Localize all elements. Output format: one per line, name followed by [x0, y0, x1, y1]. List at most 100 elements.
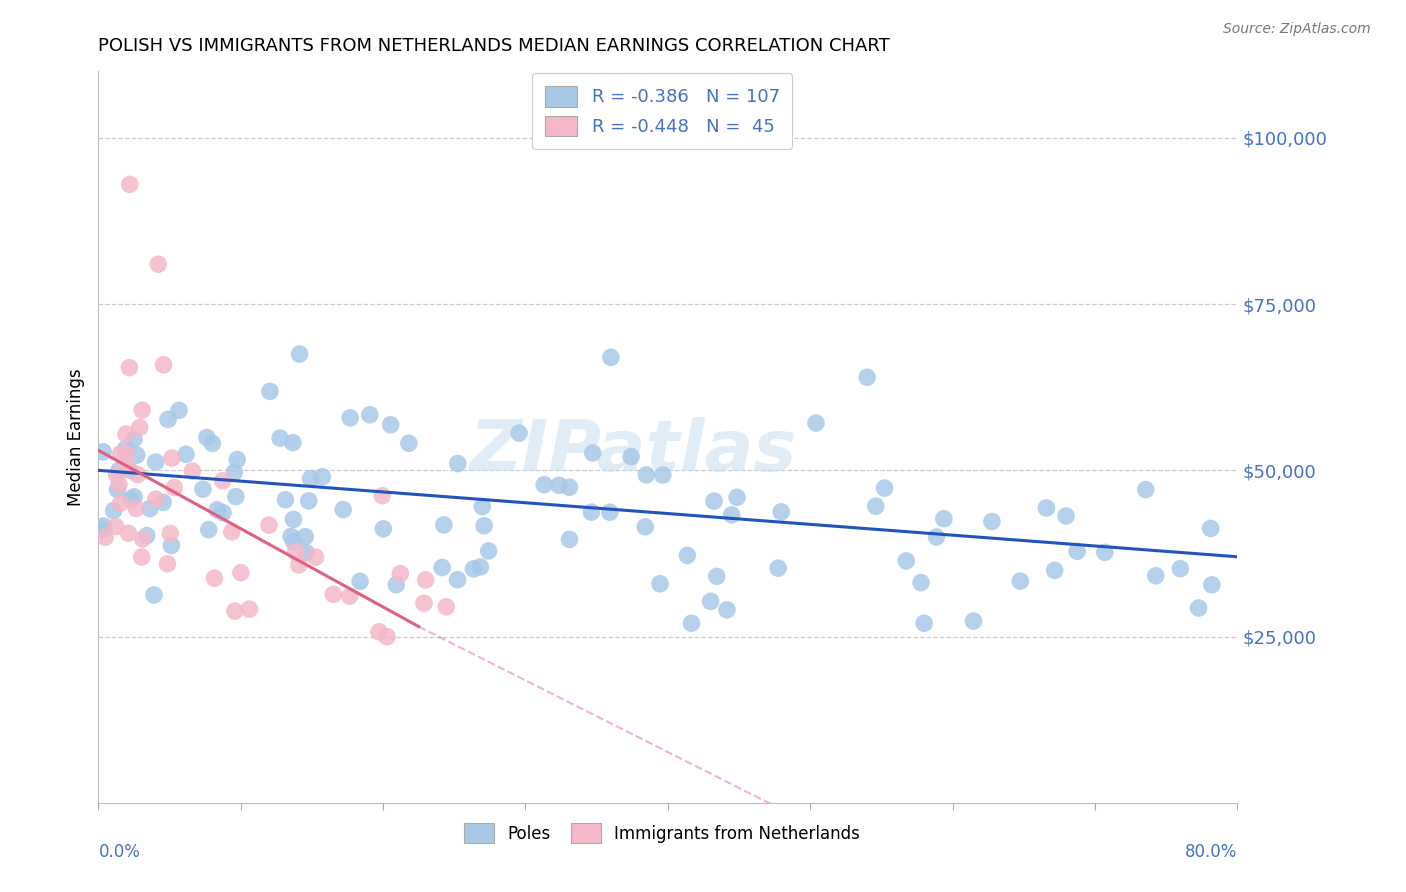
Point: [932, 512, 955, 526]
Point: [229, 566, 252, 580]
Point: [115, 427, 138, 442]
Point: [114, 442, 136, 456]
Point: [634, 520, 657, 534]
Point: [676, 549, 699, 563]
Point: [856, 370, 879, 384]
Point: [463, 562, 485, 576]
Text: Source: ZipAtlas.com: Source: ZipAtlas.com: [1223, 22, 1371, 37]
Point: [434, 599, 457, 614]
Point: [600, 351, 623, 365]
Point: [288, 347, 311, 361]
Point: [581, 505, 603, 519]
Point: [770, 505, 793, 519]
Point: [280, 529, 302, 543]
Point: [159, 526, 181, 541]
Point: [1199, 521, 1222, 535]
Point: [1043, 563, 1066, 577]
Point: [339, 410, 361, 425]
Point: [925, 530, 948, 544]
Point: [125, 448, 148, 462]
Point: [651, 468, 673, 483]
Point: [274, 492, 297, 507]
Point: [311, 469, 333, 483]
Text: 80.0%: 80.0%: [1185, 843, 1237, 861]
Point: [912, 616, 935, 631]
Point: [910, 575, 932, 590]
Point: [139, 501, 162, 516]
Point: [108, 463, 131, 477]
Point: [432, 560, 454, 574]
Point: [118, 178, 141, 192]
Point: [470, 560, 492, 574]
Point: [299, 471, 322, 485]
Point: [135, 528, 157, 542]
Point: [93, 523, 115, 537]
Point: [118, 360, 141, 375]
Point: [167, 403, 190, 417]
Point: [122, 490, 145, 504]
Point: [359, 408, 381, 422]
Point: [471, 500, 494, 514]
Point: [127, 467, 149, 482]
Point: [156, 557, 179, 571]
Y-axis label: Median Earnings: Median Earnings: [66, 368, 84, 506]
Point: [104, 519, 127, 533]
Point: [703, 494, 725, 508]
Point: [115, 447, 138, 461]
Point: [636, 467, 658, 482]
Point: [160, 538, 183, 552]
Point: [110, 447, 132, 461]
Point: [93, 519, 115, 533]
Point: [865, 499, 887, 513]
Point: [1168, 562, 1191, 576]
Point: [339, 589, 361, 603]
Point: [145, 455, 167, 469]
Point: [224, 465, 246, 479]
Point: [349, 574, 371, 589]
Point: [873, 481, 896, 495]
Point: [181, 464, 204, 478]
Point: [269, 431, 291, 445]
Point: [117, 526, 139, 541]
Point: [720, 508, 742, 522]
Point: [122, 432, 145, 446]
Point: [281, 435, 304, 450]
Point: [582, 446, 605, 460]
Point: [238, 602, 260, 616]
Point: [332, 502, 354, 516]
Point: [304, 550, 326, 565]
Point: [1094, 545, 1116, 559]
Point: [148, 257, 170, 271]
Point: [371, 489, 394, 503]
Point: [373, 522, 395, 536]
Point: [204, 571, 226, 585]
Point: [1201, 578, 1223, 592]
Point: [283, 512, 305, 526]
Point: [257, 518, 280, 533]
Point: [201, 436, 224, 450]
Point: [1054, 508, 1077, 523]
Point: [1035, 500, 1057, 515]
Point: [446, 573, 468, 587]
Point: [1144, 568, 1167, 582]
Point: [533, 477, 555, 491]
Point: [224, 604, 246, 618]
Point: [283, 535, 305, 549]
Point: [118, 463, 141, 477]
Point: [558, 480, 581, 494]
Point: [191, 482, 214, 496]
Point: [699, 594, 721, 608]
Point: [599, 505, 621, 519]
Point: [145, 492, 167, 507]
Point: [294, 530, 316, 544]
Point: [107, 483, 129, 497]
Point: [725, 491, 748, 505]
Point: [157, 412, 180, 426]
Point: [152, 358, 174, 372]
Point: [962, 614, 984, 628]
Point: [558, 533, 581, 547]
Point: [478, 544, 501, 558]
Point: [398, 436, 420, 450]
Point: [131, 403, 153, 417]
Point: [288, 558, 311, 572]
